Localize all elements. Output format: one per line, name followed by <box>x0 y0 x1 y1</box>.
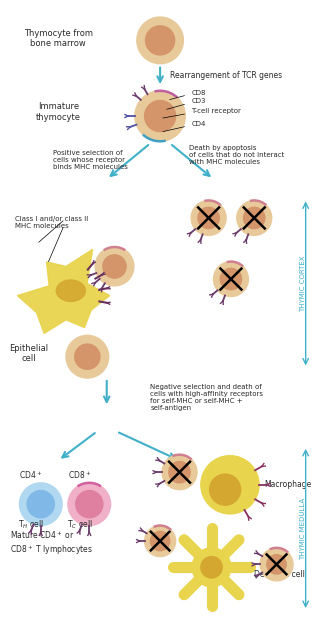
Text: T$_C$ cell: T$_C$ cell <box>67 519 92 531</box>
Text: Mature CD4$^+$ or
CD8$^+$ T lymphocytes: Mature CD4$^+$ or CD8$^+$ T lymphocytes <box>10 529 92 556</box>
Text: Dendritic cell: Dendritic cell <box>254 570 305 578</box>
Text: THYMIC MEDULLA: THYMIC MEDULLA <box>300 497 306 560</box>
Text: CD4$^+$: CD4$^+$ <box>20 469 43 481</box>
Text: CD3: CD3 <box>191 99 206 104</box>
Circle shape <box>145 526 176 556</box>
Circle shape <box>95 247 134 286</box>
Circle shape <box>162 455 197 490</box>
Circle shape <box>150 531 170 551</box>
Text: Positive selection of
cells whose receptor
binds MHC molecules: Positive selection of cells whose recept… <box>53 149 128 170</box>
Polygon shape <box>18 249 110 333</box>
Text: Negative selection and death of
cells with high-affinity receptors
for self-MHC : Negative selection and death of cells wi… <box>150 384 263 411</box>
Circle shape <box>76 490 103 517</box>
Circle shape <box>145 100 176 132</box>
Circle shape <box>68 483 111 526</box>
Circle shape <box>135 91 185 141</box>
Circle shape <box>191 200 226 236</box>
Text: T$_H$ cell: T$_H$ cell <box>18 519 44 531</box>
Circle shape <box>75 344 100 369</box>
Text: Macrophage: Macrophage <box>264 480 311 489</box>
Text: Death by apoptosis
of cells that do not interact
with MHC molecules: Death by apoptosis of cells that do not … <box>189 145 284 165</box>
Circle shape <box>260 548 293 581</box>
Text: Thymocyte from
bone marrow: Thymocyte from bone marrow <box>24 29 93 48</box>
Circle shape <box>137 17 183 63</box>
Circle shape <box>27 490 54 517</box>
Circle shape <box>267 555 286 574</box>
Circle shape <box>198 207 219 229</box>
Circle shape <box>192 548 231 587</box>
Circle shape <box>244 207 265 229</box>
Circle shape <box>66 335 109 378</box>
Circle shape <box>201 456 259 514</box>
Text: THYMIC CORTEX: THYMIC CORTEX <box>300 256 306 312</box>
Circle shape <box>169 462 190 483</box>
Text: CD4: CD4 <box>191 121 205 127</box>
Circle shape <box>146 26 175 55</box>
Circle shape <box>237 200 272 236</box>
Text: Immature
thymocyte: Immature thymocyte <box>36 102 81 122</box>
Text: Class I and/or class II
MHC molecules: Class I and/or class II MHC molecules <box>14 216 88 229</box>
Circle shape <box>220 268 242 290</box>
Circle shape <box>213 262 248 296</box>
Circle shape <box>210 474 241 505</box>
Circle shape <box>20 483 62 526</box>
Circle shape <box>103 255 126 278</box>
Text: Epithelial
cell: Epithelial cell <box>10 344 49 364</box>
Text: CD8: CD8 <box>191 90 206 95</box>
Circle shape <box>201 556 222 578</box>
Text: CD8$^+$: CD8$^+$ <box>68 469 91 481</box>
Text: T-cell receptor: T-cell receptor <box>191 108 241 114</box>
Ellipse shape <box>56 280 85 301</box>
Text: Rearrangement of TCR genes: Rearrangement of TCR genes <box>170 71 282 80</box>
